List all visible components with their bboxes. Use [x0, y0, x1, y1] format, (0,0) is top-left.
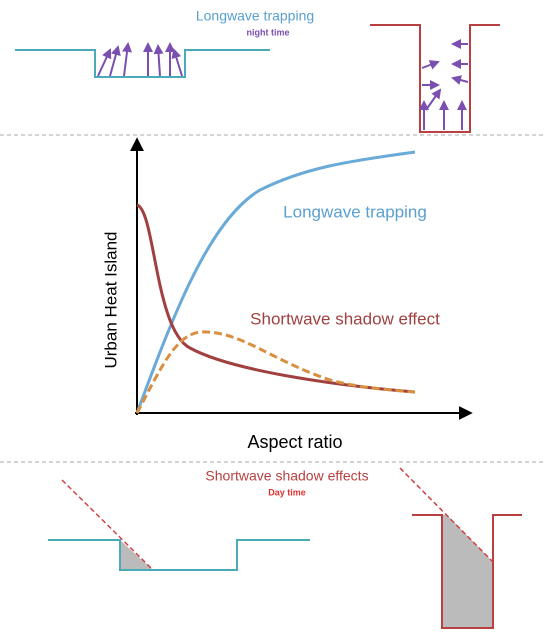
curve-label: Shortwave shadow effect [250, 309, 440, 328]
shortwave-curve [137, 205, 415, 392]
longwave-arrows [98, 44, 182, 76]
sun-ray [62, 480, 153, 570]
trapped-arrows [422, 44, 468, 130]
y-axis-label: Urban Heat Island [101, 231, 120, 368]
shallow-canyon [48, 540, 310, 570]
x-axis-label: Aspect ratio [247, 432, 342, 452]
shadow [442, 515, 493, 628]
diagram: Longwave trapping night time Longwave tr… [0, 0, 546, 632]
top-subtitle: night time [247, 27, 290, 37]
top-title: Longwave trapping [196, 8, 314, 24]
shallow-canyon [15, 50, 270, 77]
bottom-title: Shortwave shadow effects [205, 468, 368, 484]
deep-canyon [370, 25, 500, 132]
curve-label: Longwave trapping [283, 202, 427, 221]
bottom-subtitle: Day time [268, 487, 306, 497]
